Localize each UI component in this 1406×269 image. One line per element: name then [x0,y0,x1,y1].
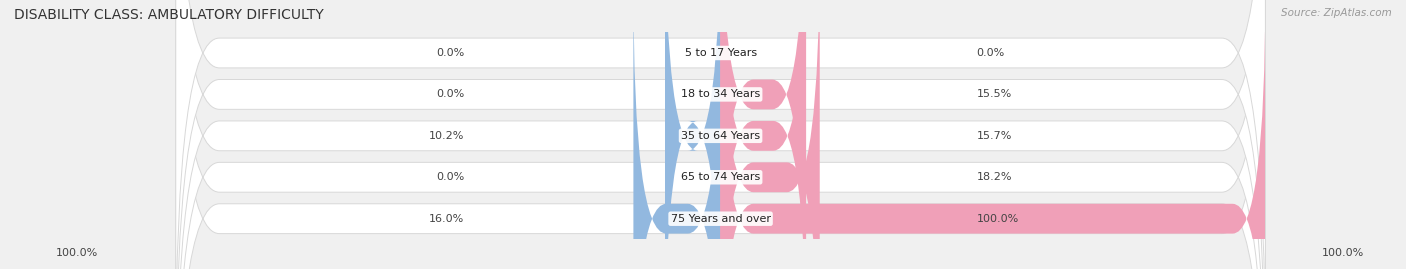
Text: 0.0%: 0.0% [977,48,1005,58]
Text: 18 to 34 Years: 18 to 34 Years [681,89,761,100]
FancyBboxPatch shape [176,0,1265,269]
Text: DISABILITY CLASS: AMBULATORY DIFFICULTY: DISABILITY CLASS: AMBULATORY DIFFICULTY [14,8,323,22]
FancyBboxPatch shape [665,0,721,269]
Text: 5 to 17 Years: 5 to 17 Years [685,48,756,58]
FancyBboxPatch shape [721,0,1265,269]
Text: 35 to 64 Years: 35 to 64 Years [681,131,761,141]
FancyBboxPatch shape [721,0,806,269]
Text: 0.0%: 0.0% [436,89,464,100]
Text: 10.2%: 10.2% [429,131,464,141]
FancyBboxPatch shape [633,0,721,269]
Text: 75 Years and over: 75 Years and over [671,214,770,224]
FancyBboxPatch shape [176,0,1265,269]
FancyBboxPatch shape [721,0,820,269]
Text: 18.2%: 18.2% [977,172,1012,182]
Text: 100.0%: 100.0% [1322,248,1364,258]
FancyBboxPatch shape [176,0,1265,269]
FancyBboxPatch shape [721,0,806,269]
Text: 15.7%: 15.7% [977,131,1012,141]
Text: 100.0%: 100.0% [56,248,98,258]
Text: 0.0%: 0.0% [436,48,464,58]
FancyBboxPatch shape [176,0,1265,269]
Text: 16.0%: 16.0% [429,214,464,224]
Text: 100.0%: 100.0% [977,214,1019,224]
Text: 15.5%: 15.5% [977,89,1012,100]
FancyBboxPatch shape [176,0,1265,269]
Text: 0.0%: 0.0% [436,172,464,182]
Text: Source: ZipAtlas.com: Source: ZipAtlas.com [1281,8,1392,18]
Text: 65 to 74 Years: 65 to 74 Years [681,172,761,182]
